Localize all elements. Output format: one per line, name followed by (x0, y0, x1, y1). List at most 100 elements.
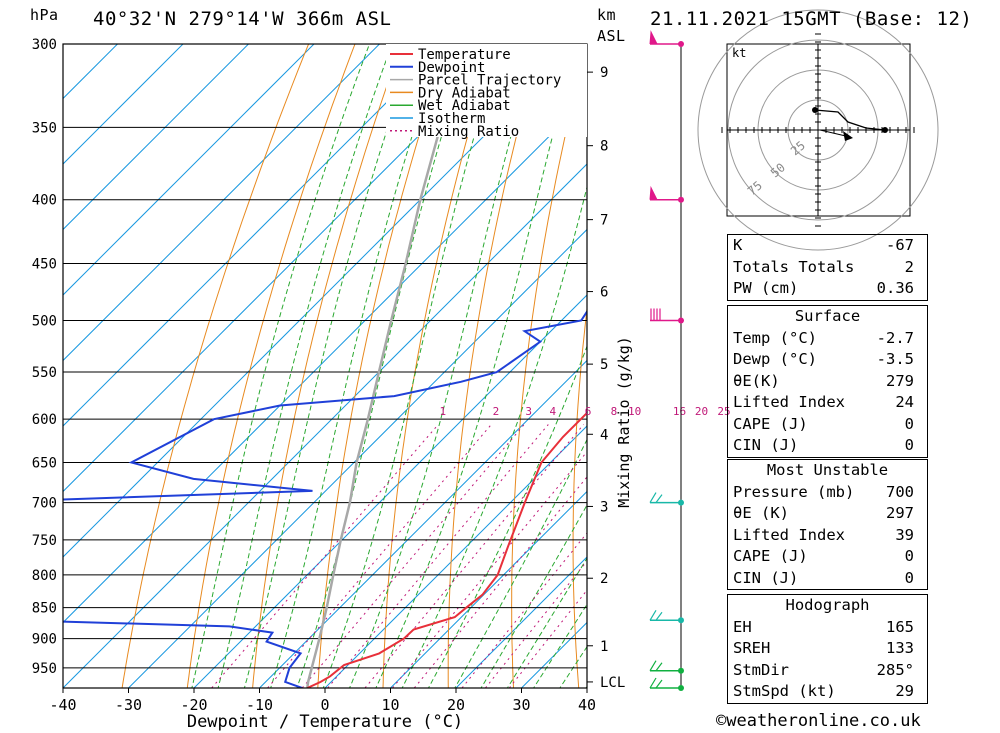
isotherm-line (63, 44, 315, 296)
index-label: CAPE (J) (733, 547, 808, 565)
pressure-tick-label: 900 (32, 632, 57, 648)
x-tick-label: -40 (49, 696, 76, 714)
index-label: EH (733, 617, 752, 636)
index-row: CIN (J) 0 (728, 435, 927, 457)
wind-barb-pennant (649, 185, 658, 200)
index-value: 0 (904, 568, 914, 587)
index-label: K (733, 236, 743, 254)
index-row: CAPE (J) 0 (728, 546, 927, 568)
isotherm-line (193, 294, 587, 688)
wet-adiabat-line (296, 45, 470, 688)
index-row: Dewp (°C) -3.5 (728, 349, 927, 371)
isotherm-line (63, 44, 446, 427)
mixing-ratio-line (267, 424, 492, 688)
wind-barb-flag (655, 662, 663, 672)
temperature-line (306, 411, 587, 688)
pressure-tick-label: 300 (32, 37, 57, 53)
wet-adiabat-line (349, 45, 537, 688)
height-tick-label: 3 (600, 499, 608, 515)
datetime-title: 21.11.2021 15GMT (Base: 12) (650, 8, 973, 30)
dry-adiabat-line (633, 44, 680, 688)
asl-label: ASL (597, 27, 626, 45)
pressure-tick-label: 950 (32, 661, 57, 677)
wind-barb-pennant (649, 30, 658, 45)
index-row: K -67 (728, 235, 927, 257)
index-value: 0 (904, 436, 914, 454)
index-label: CIN (J) (733, 568, 799, 587)
height-tick-label: 4 (600, 427, 608, 443)
isotherm-line (128, 228, 587, 688)
wet-adiabat-line (322, 45, 502, 688)
wet-adiabat-line (454, 438, 587, 688)
isotherm-line (63, 163, 587, 688)
legend-label: Mixing Ratio (418, 124, 519, 140)
isotherm-line (390, 490, 587, 688)
index-row: SREH 133 (728, 638, 927, 660)
index-value: 285° (876, 660, 914, 679)
hodograph-unit: kt (732, 46, 746, 60)
hodograph-ring-label: 50 (768, 160, 788, 180)
isotherm-line (455, 556, 587, 688)
dry-adiabat-line (252, 44, 402, 688)
dry-adiabat-line (572, 304, 587, 688)
mixing-ratio-label: 20 (695, 405, 708, 418)
index-label: StmSpd (kt) (733, 682, 836, 700)
wet-adiabat-line (191, 45, 370, 688)
hodograph-ring (697, 9, 939, 251)
index-value: 0 (904, 547, 914, 565)
isotherm-line (324, 425, 587, 688)
index-value: 29 (895, 682, 914, 700)
dry-adiabat-line (121, 44, 310, 688)
index-value: 2 (904, 257, 914, 276)
index-value: -3.5 (876, 350, 914, 368)
wind-level-dot (678, 41, 684, 47)
x-tick-label: -10 (246, 696, 273, 714)
hodograph-ring-label: 75 (745, 178, 765, 198)
index-row: Totals Totals 2 (728, 257, 927, 279)
index-row: CAPE (J) 0 (728, 414, 927, 436)
index-label: StmDir (733, 660, 789, 679)
index-label: Lifted Index (733, 393, 845, 411)
mixing-ratio-label: 6 (585, 405, 592, 418)
index-value: 700 (886, 482, 914, 501)
km-label: km (597, 6, 617, 24)
pressure-tick-label: 700 (32, 496, 57, 512)
legend-label: Parcel Trajectory (418, 73, 561, 89)
height-tick-label: 1 (600, 639, 608, 655)
isotherm-line (63, 44, 380, 362)
copyright-footer[interactable]: ©weatheronline.co.uk (716, 711, 921, 731)
index-label: CAPE (J) (733, 414, 808, 433)
wind-barb-flag (655, 611, 663, 621)
legend-label: Wet Adiabat (418, 98, 511, 114)
x-tick-label: 40 (578, 696, 596, 714)
height-tick-label: 7 (600, 213, 608, 229)
index-value: 297 (886, 504, 914, 522)
height-tick-label: LCL (600, 675, 625, 691)
mixing-ratio-label: 1 (440, 405, 447, 418)
wind-barb-flag (649, 492, 657, 503)
hodograph-end-dot (882, 127, 888, 133)
index-row: θE (K) 297 (728, 503, 927, 525)
location-title: 40°32'N 279°14'W 366m ASL (93, 8, 392, 30)
x-axis-label: Dewpoint / Temperature (°C) (187, 712, 463, 732)
isotherm-line (63, 44, 511, 493)
index-value: 39 (895, 525, 914, 544)
height-tick-label: 5 (600, 357, 608, 373)
pressure-tick-label: 500 (32, 313, 57, 329)
index-row: CIN (J) 0 (728, 568, 927, 590)
x-tick-label: -20 (180, 696, 207, 714)
pressure-tick-label: 800 (32, 568, 57, 584)
wind-barb-flag (655, 679, 663, 689)
x-tick-label: 10 (381, 696, 399, 714)
mixing-ratio-line (364, 424, 584, 688)
index-row: Lifted Index 39 (728, 525, 927, 547)
pressure-tick-label: 400 (32, 193, 57, 209)
isotherm-line (63, 97, 587, 624)
index-label: Dewp (°C) (733, 350, 817, 368)
mixing-ratio-axis-label: Mixing Ratio (g/kg) (615, 336, 633, 508)
wind-level-dot (678, 617, 684, 624)
index-value: 24 (895, 393, 914, 411)
isotherm-line (63, 44, 249, 231)
height-tick-label: 6 (600, 285, 608, 301)
